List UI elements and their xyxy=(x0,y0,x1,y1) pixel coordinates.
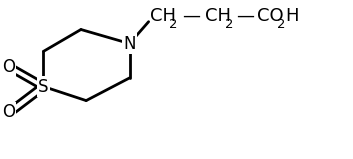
Text: CH: CH xyxy=(150,7,176,25)
Text: O: O xyxy=(2,58,15,76)
Text: S: S xyxy=(38,78,49,96)
Text: 2: 2 xyxy=(225,18,233,31)
Text: H: H xyxy=(285,7,299,25)
Text: —: — xyxy=(236,7,254,24)
Text: 2: 2 xyxy=(169,18,178,31)
Text: 2: 2 xyxy=(277,18,285,31)
Text: CH: CH xyxy=(205,7,231,25)
Text: O: O xyxy=(2,103,15,121)
Text: —: — xyxy=(182,7,200,24)
Text: N: N xyxy=(123,35,136,53)
Text: CO: CO xyxy=(257,7,283,25)
